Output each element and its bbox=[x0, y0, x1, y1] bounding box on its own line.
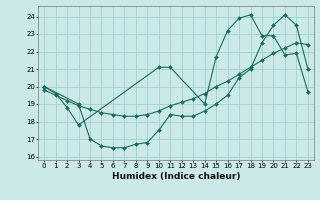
X-axis label: Humidex (Indice chaleur): Humidex (Indice chaleur) bbox=[112, 172, 240, 181]
